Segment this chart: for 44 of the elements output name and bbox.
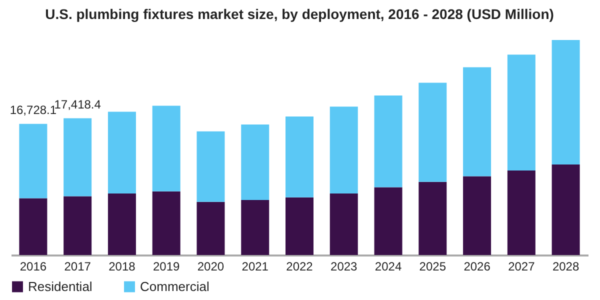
- bar: [463, 176, 492, 255]
- x-tick-label: 2021: [242, 260, 269, 274]
- bar: [330, 194, 358, 255]
- bar: [418, 182, 447, 255]
- bar: [241, 200, 270, 255]
- bar: [64, 118, 92, 196]
- bar: [286, 197, 314, 255]
- x-tick-label: 2023: [330, 260, 358, 274]
- bar: [507, 54, 536, 171]
- annotation: 17,418.4: [54, 97, 102, 112]
- x-tick-label: 2027: [508, 260, 536, 274]
- x-tick-label: 2016: [20, 260, 47, 274]
- bar: [152, 191, 180, 255]
- bar: [374, 187, 402, 255]
- x-tick-label: 2024: [374, 260, 402, 274]
- x-tick-label: 2017: [64, 260, 92, 274]
- legend-label: Commercial: [140, 278, 210, 294]
- bar: [196, 202, 225, 255]
- bar: [108, 194, 136, 255]
- bar: [19, 124, 48, 198]
- legend-label: Residential: [28, 278, 92, 294]
- bar: [330, 106, 358, 194]
- x-tick-label: 2018: [108, 260, 136, 274]
- x-tick-label: 2022: [286, 260, 314, 274]
- bar: [196, 131, 225, 202]
- bar: [152, 106, 180, 192]
- x-tick-label: 2026: [464, 260, 491, 274]
- bar: [552, 40, 580, 164]
- bar: [418, 82, 447, 182]
- annotation: 16,728.1: [10, 102, 57, 117]
- bar: [19, 198, 48, 255]
- bar: [64, 196, 92, 255]
- bar: [286, 116, 314, 198]
- bar: [108, 112, 136, 194]
- x-tick-label: 2020: [197, 260, 224, 274]
- x-tick-label: 2025: [419, 260, 446, 274]
- bar: [463, 67, 492, 176]
- x-tick-label: 2028: [552, 260, 580, 274]
- bar: [374, 95, 402, 188]
- bar: [507, 170, 536, 255]
- x-tick-label: 2019: [152, 260, 180, 274]
- bar: [552, 164, 580, 255]
- bar: [241, 124, 270, 200]
- chart-title: U.S. plumbing fixtures market size, by deployment, 2016 - 2028 (USD Million): [45, 6, 554, 22]
